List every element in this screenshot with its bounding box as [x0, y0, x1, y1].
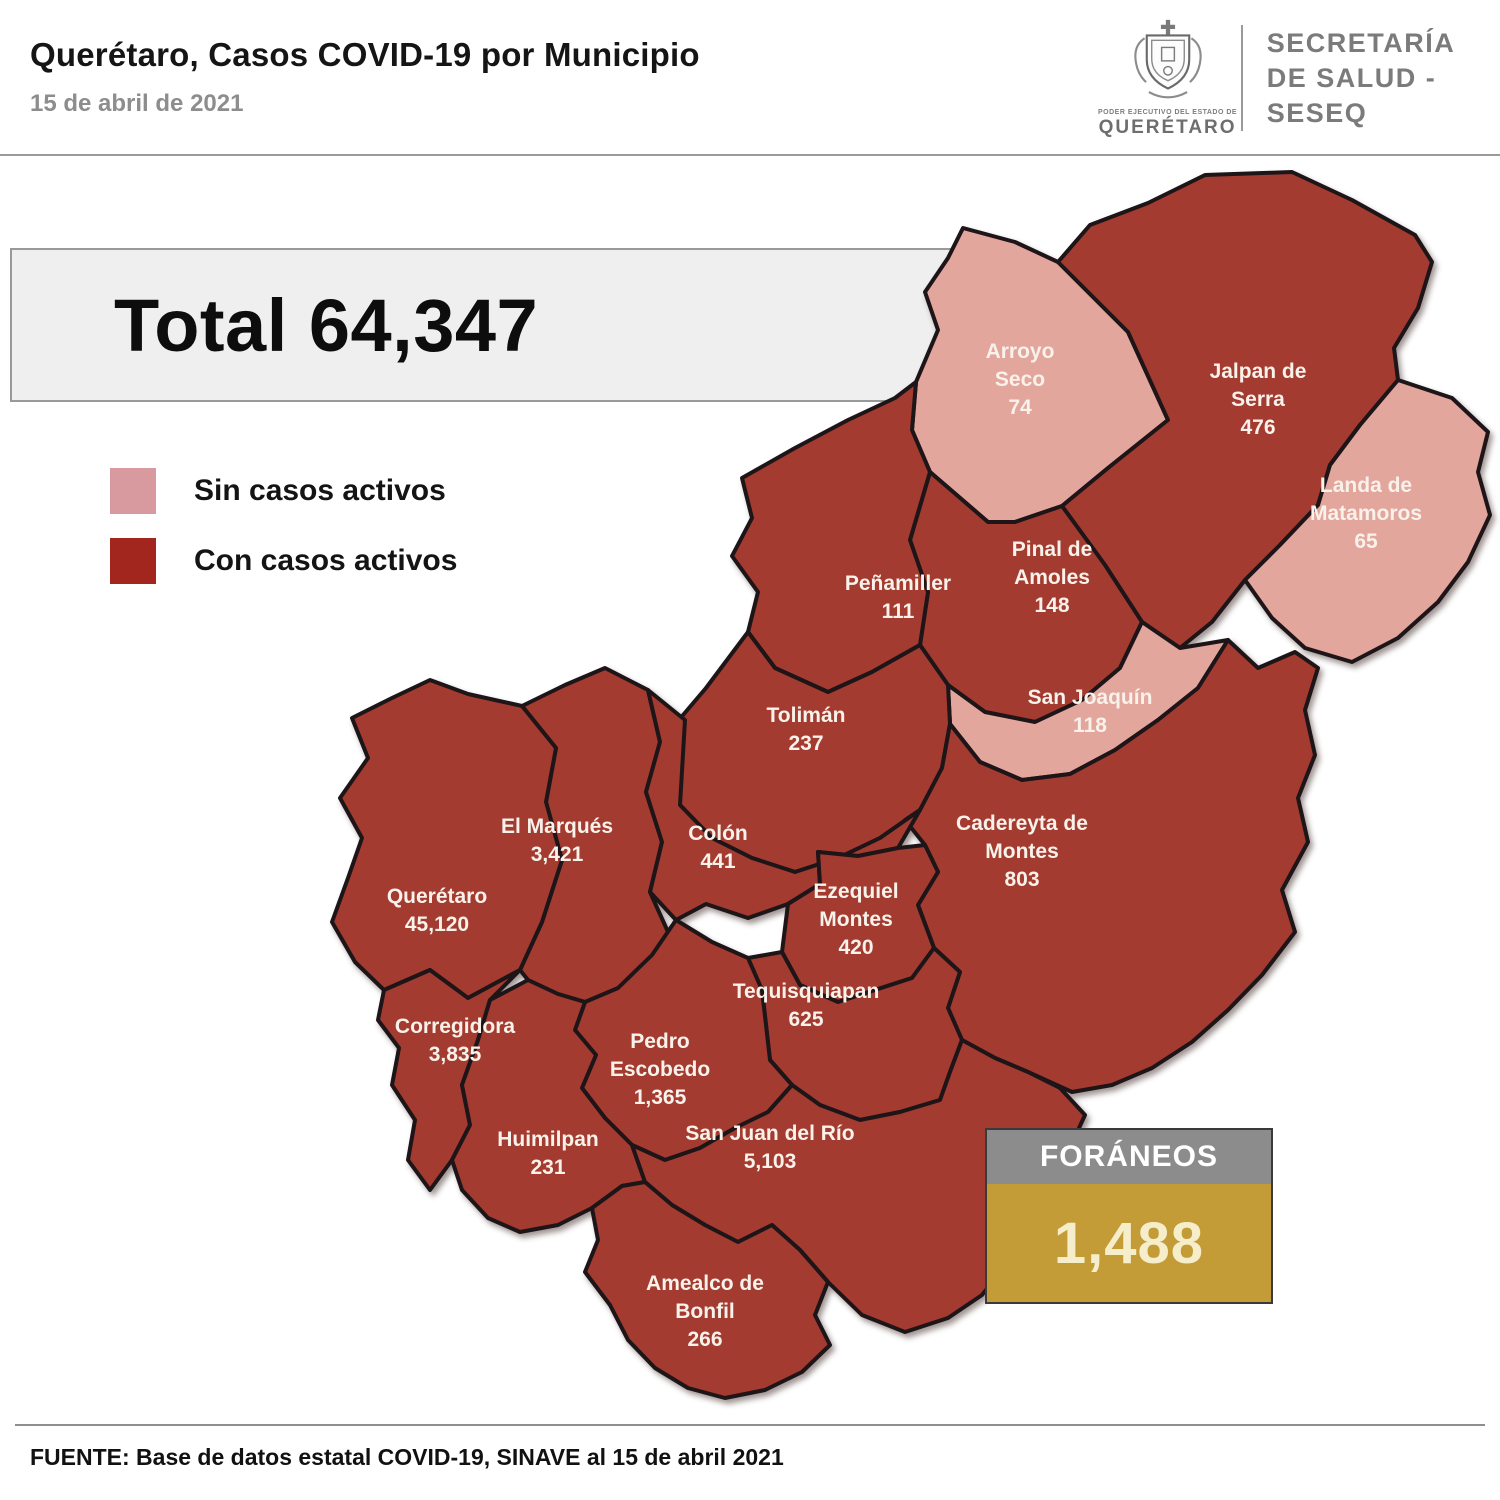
legend-label-con-casos: Con casos activos — [194, 544, 458, 577]
logo-divider — [1241, 25, 1243, 131]
municipality-label-arroyo-seco: Arroyo Seco 74 — [986, 340, 1055, 419]
municipality-label-cadereyta-de-montes: Cadereyta de Montes 803 — [956, 812, 1088, 891]
header-divider — [0, 154, 1500, 156]
municipality-label-tequisquiapan: Tequisquiapan 625 — [733, 980, 880, 1031]
municipality-label-san-joaquin: San Joaquín 118 — [1028, 686, 1153, 737]
municipality-label-huimilpan: Huimilpan 231 — [497, 1128, 599, 1179]
coat-of-arms-icon — [1133, 19, 1202, 99]
municipality-label-queretaro: Querétaro 45,120 — [387, 885, 487, 936]
municipality-label-san-juan-del-rio: San Juan del Río 5,103 — [685, 1122, 854, 1173]
municipality-label-el-marques: El Marqués 3,421 — [501, 815, 613, 866]
municipality-label-toliman: Tolimán 237 — [767, 704, 846, 755]
header: Querétaro, Casos COVID-19 por Municipio … — [30, 36, 700, 118]
legend: Sin casos activos Con casos activos — [110, 468, 457, 608]
footer-divider — [15, 1424, 1485, 1426]
municipality-shape-penamiller — [730, 380, 932, 694]
foraneos-box: FORÁNEOS 1,488 — [985, 1128, 1273, 1304]
municipality-label-penamiller: Peñamiller 111 — [845, 572, 951, 623]
municipality-label-colon: Colón 441 — [688, 822, 747, 873]
queretaro-government-logo: PODER EJECUTIVO DEL ESTADO DE QUERÉTARO — [1098, 17, 1237, 139]
foraneos-title: FORÁNEOS — [987, 1130, 1271, 1184]
municipality-shape-queretaro — [330, 678, 564, 1000]
secretary-line1: SECRETARÍA — [1266, 27, 1456, 58]
municipality-shape-amealco-de-bonfil — [583, 1180, 832, 1400]
municipality-label-landa-de-matamoros: Landa de Matamoros 65 — [1310, 474, 1422, 553]
report-date: 15 de abril de 2021 — [30, 90, 244, 117]
total-banner: Total 64,347 — [10, 248, 992, 402]
municipality-label-amealco-de-bonfil: Amealco de Bonfil 266 — [646, 1272, 764, 1351]
page-title: Querétaro, Casos COVID-19 por Municipio — [30, 36, 700, 73]
legend-swatch-sin-casos — [110, 468, 156, 514]
logo-org-name: QUERÉTARO — [1098, 117, 1237, 138]
source-note: FUENTE: Base de datos estatal COVID-19, … — [30, 1444, 784, 1470]
total-cases: Total 64,347 — [114, 283, 539, 367]
logo-small-text: PODER EJECUTIVO DEL ESTADO DE — [1098, 109, 1238, 116]
municipality-label-pinal-de-amoles: Pinal de Amoles 148 — [1012, 538, 1093, 617]
logo: PODER EJECUTIVO DEL ESTADO DE QUERÉTARO … — [1098, 8, 1498, 148]
legend-label-sin-casos: Sin casos activos — [194, 474, 446, 507]
municipality-label-pedro-escobedo: Pedro Escobedo 1,365 — [610, 1030, 710, 1109]
municipality-shape-landa-de-matamoros — [1243, 378, 1492, 664]
municipality-label-corregidora: Corregidora 3,835 — [395, 1015, 516, 1066]
secretary-name: SECRETARÍA DE SALUD - SESEQ — [1247, 26, 1498, 131]
secretary-line2: DE SALUD - SESEQ — [1266, 62, 1437, 128]
legend-item-con-casos: Con casos activos — [110, 538, 457, 584]
municipality-label-ezequiel-montes: Ezequiel Montes 420 — [813, 880, 898, 959]
foraneos-value: 1,488 — [987, 1184, 1271, 1302]
legend-item-sin-casos: Sin casos activos — [110, 468, 457, 514]
municipality-label-jalpan-de-serra: Jalpan de Serra 476 — [1210, 360, 1307, 439]
legend-swatch-con-casos — [110, 538, 156, 584]
